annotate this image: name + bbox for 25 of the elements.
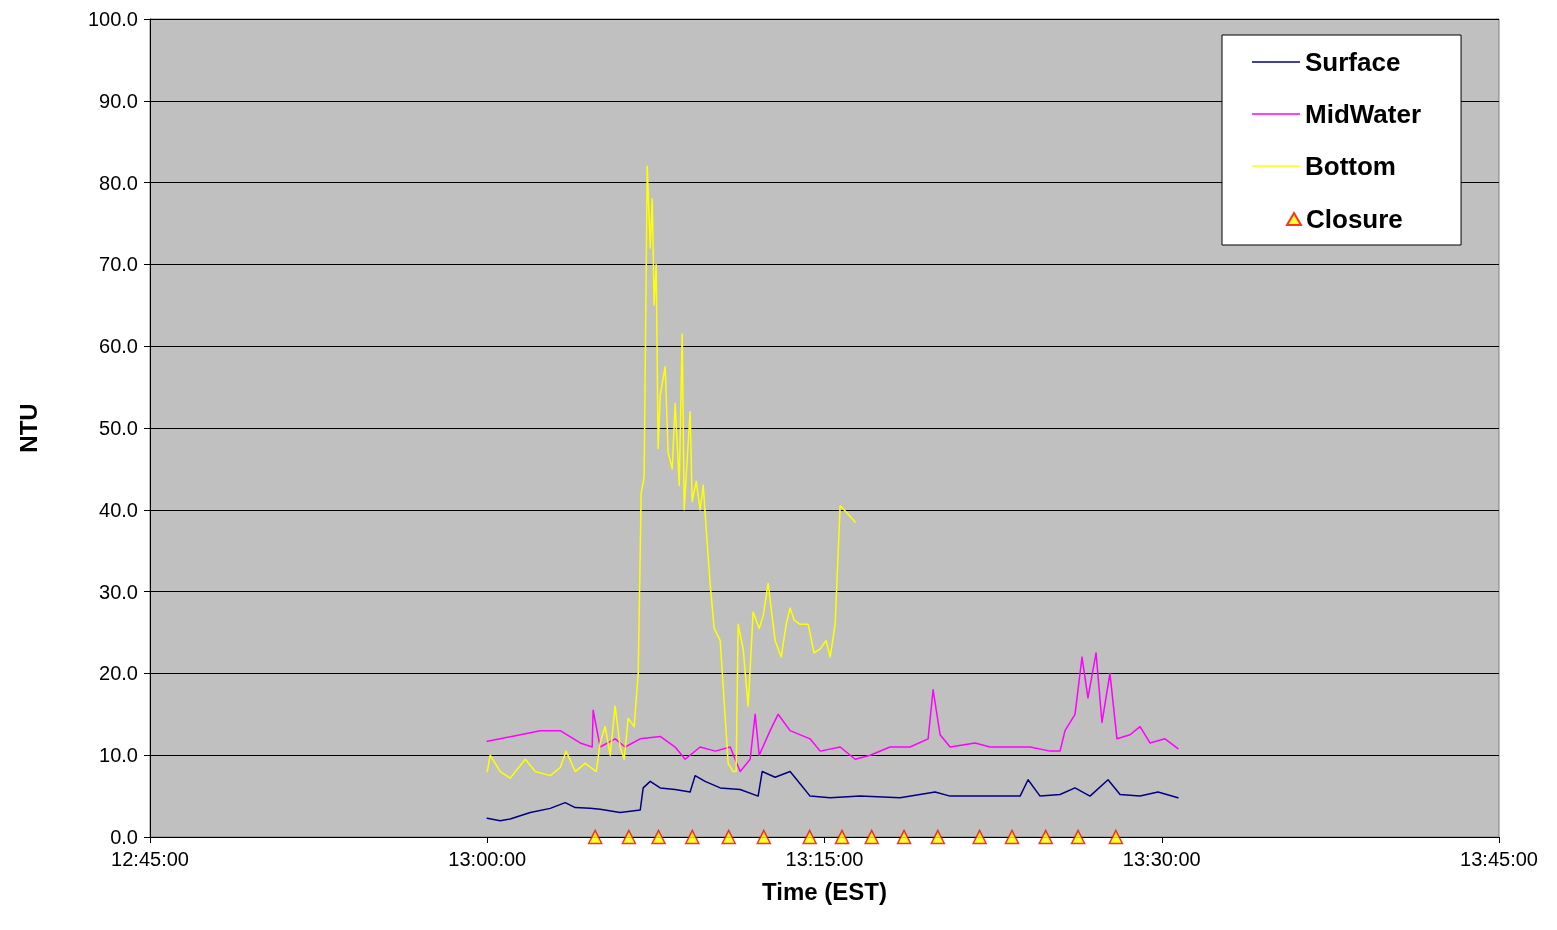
y-tick-label: 70.0	[99, 253, 138, 276]
y-axis-title: NTU	[14, 403, 42, 453]
x-tick-label: 12:45:00	[111, 848, 189, 870]
x-axis-title: Time (EST)	[762, 877, 887, 905]
line-series	[486, 652, 1179, 773]
legend-label: MidWater	[1305, 99, 1422, 129]
y-tick-label: 60.0	[99, 335, 138, 358]
x-tick-label: 13:00:00	[448, 848, 527, 870]
y-tick-label: 20.0	[99, 662, 138, 685]
x-tick-label: 13:30:00	[1122, 848, 1201, 870]
y-tick-label: 80.0	[99, 171, 138, 194]
x-tick-label: 13:15:00	[785, 848, 864, 870]
y-tick-label: 40.0	[99, 498, 138, 521]
y-tick-label: 0.0	[110, 826, 138, 848]
y-tick-label: 50.0	[99, 417, 138, 439]
y-tick-label: 10.0	[99, 744, 138, 767]
legend-label: Closure	[1306, 203, 1403, 234]
legend-label: Bottom	[1305, 151, 1396, 181]
y-tick-label: 90.0	[99, 89, 138, 112]
legend-label: Surface	[1305, 47, 1401, 77]
x-tick-label: 13:45:00	[1460, 848, 1538, 870]
y-tick-label: 30.0	[99, 580, 138, 603]
line-series	[486, 165, 856, 779]
y-tick-label: 100.0	[87, 8, 138, 30]
line-series	[486, 770, 1179, 822]
